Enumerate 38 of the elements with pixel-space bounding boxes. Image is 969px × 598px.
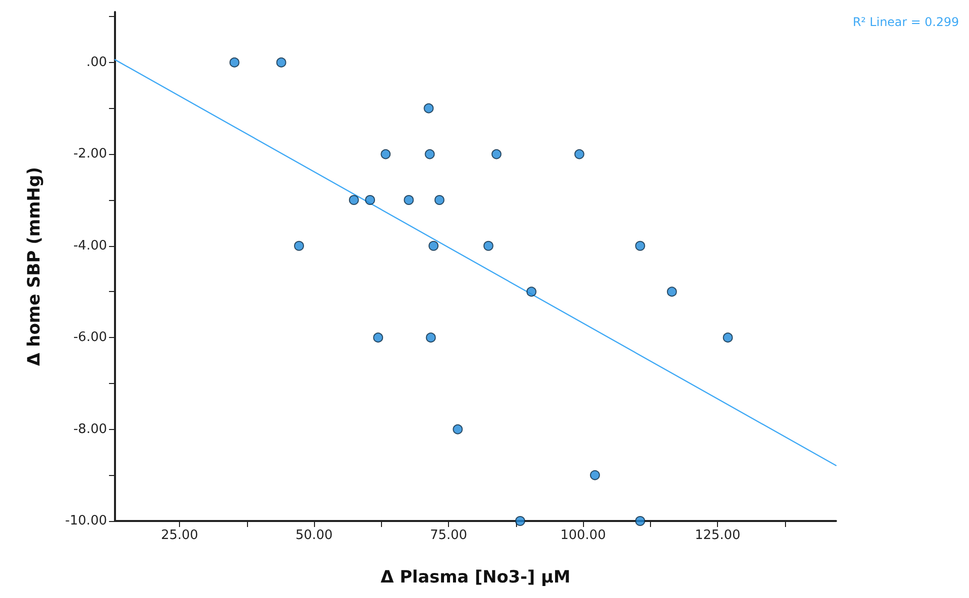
x-tick-label: 25.00 (160, 528, 198, 543)
point (483, 240, 494, 251)
point (635, 516, 646, 526)
point (365, 195, 376, 206)
y-axis-title: Δ home SBP (mmHg) (24, 167, 44, 366)
y-tick-label: -2.00 (73, 146, 107, 162)
x-tick-label: 125.00 (694, 528, 740, 543)
point (426, 332, 436, 343)
y-tick-label: -8.00 (73, 422, 107, 437)
point (526, 286, 536, 297)
y-tick-label: -10.00 (65, 514, 107, 528)
x-tick-label: 100.00 (560, 528, 606, 543)
point (294, 240, 304, 251)
point (380, 149, 391, 160)
point (424, 149, 435, 160)
point (434, 195, 444, 206)
point (276, 57, 286, 68)
point (590, 470, 600, 480)
point (373, 332, 384, 343)
y-tick-label: -4.00 (73, 238, 107, 254)
point (348, 195, 359, 206)
text: R² Linear = 0.299 (852, 15, 959, 29)
x-tick-label: 75.00 (430, 528, 468, 543)
y-tick-label: -6.00 (73, 330, 107, 346)
point (428, 240, 439, 251)
y-tick-label: .00 (86, 54, 107, 70)
point (515, 516, 526, 526)
point (404, 195, 414, 206)
point (424, 103, 434, 114)
point (574, 149, 584, 160)
point (452, 424, 463, 434)
x-tick-label: 50.00 (295, 528, 333, 543)
point (491, 149, 502, 160)
point (635, 240, 646, 251)
point (666, 286, 677, 297)
point (229, 57, 240, 68)
x-axis-title: Δ Plasma [No3-] μM (380, 568, 570, 588)
point (722, 332, 733, 343)
